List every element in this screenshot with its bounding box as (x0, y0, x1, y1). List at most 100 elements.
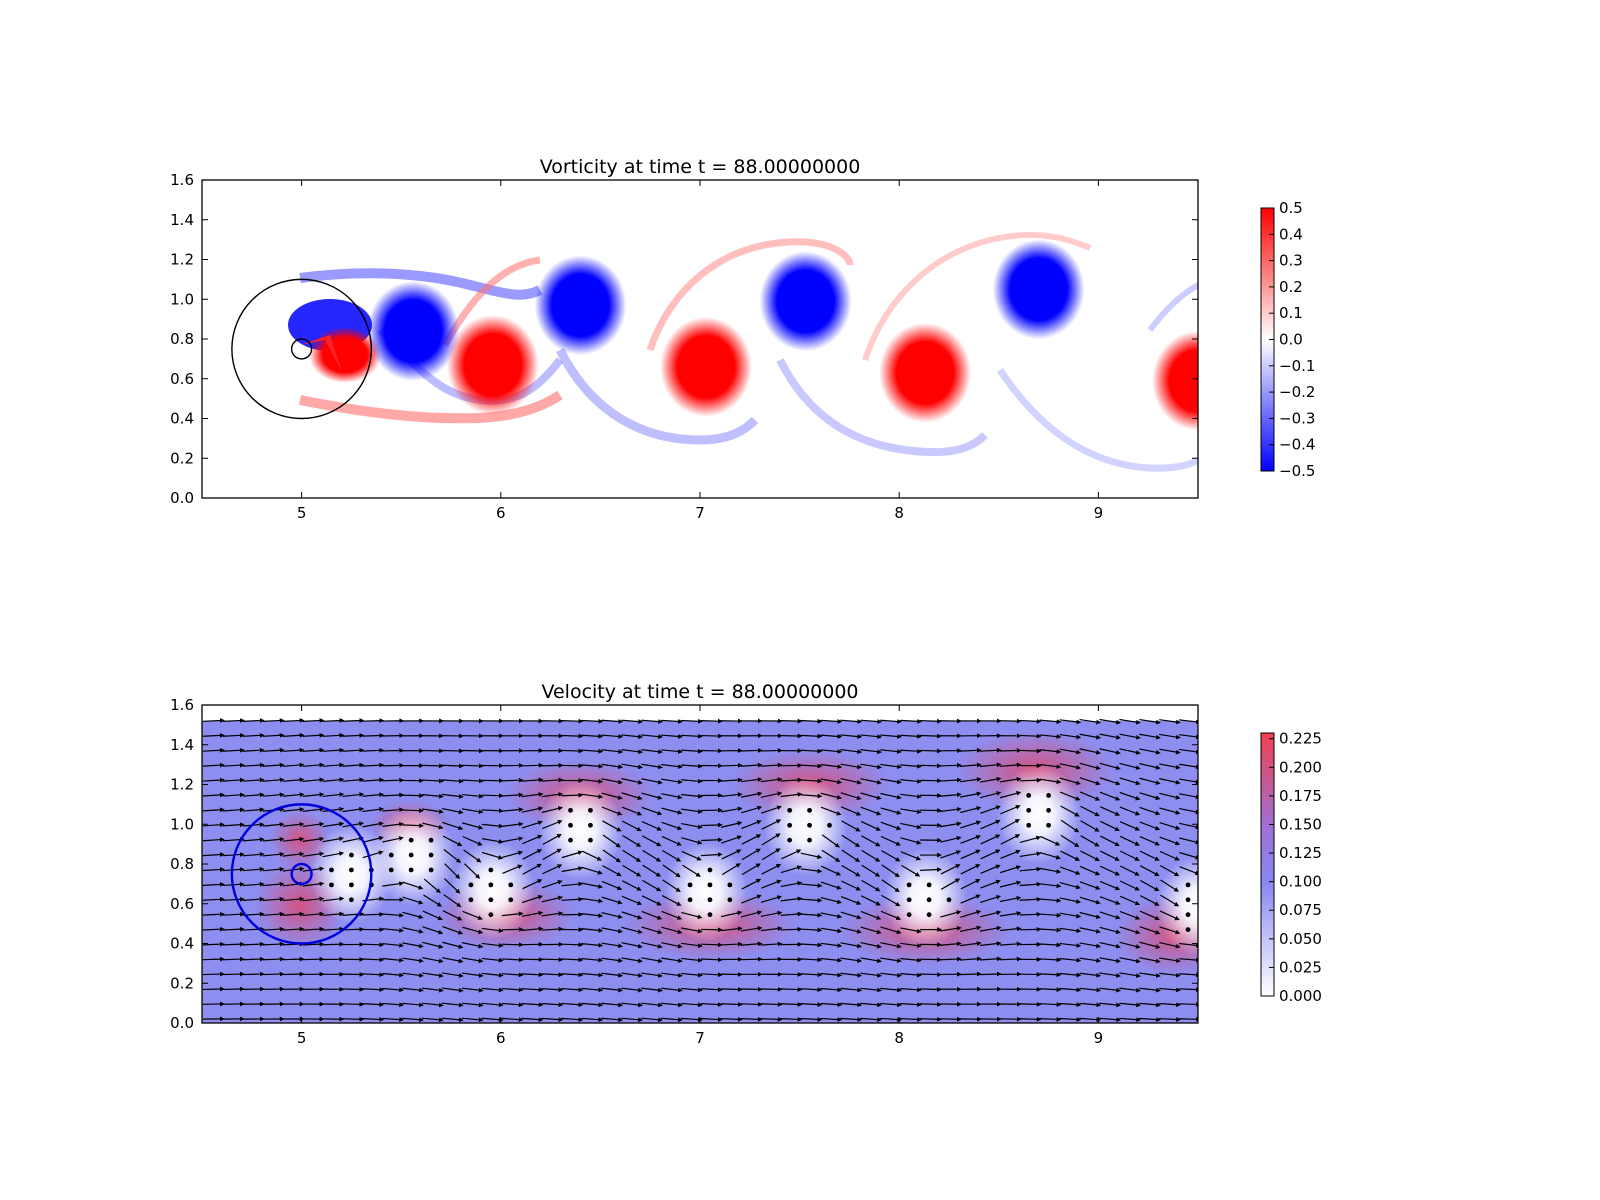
quiver-arrow (362, 1002, 385, 1007)
quiver-arrow (302, 821, 325, 828)
quiver-arrow (840, 1017, 863, 1022)
quiver-arrow (581, 866, 603, 875)
quiver-arrow (282, 777, 305, 783)
quiver-arrow (581, 957, 604, 963)
quiver-arrow (202, 956, 225, 962)
quiver-arrow (939, 806, 962, 813)
quiver-arrow (661, 957, 683, 964)
quiver-arrow (1119, 791, 1141, 801)
quiver-arrow (1179, 778, 1198, 785)
quiver-arrow (1059, 763, 1082, 770)
quiver-arrow (1079, 748, 1102, 755)
y-tick-label: 1.0 (170, 290, 194, 308)
quiver-arrow (462, 822, 484, 830)
quiver-arrow (481, 957, 504, 963)
quiver-dot (807, 837, 812, 843)
quiver-arrow (700, 972, 723, 978)
quiver-arrow (720, 987, 743, 992)
quiver-arrow (402, 927, 424, 934)
quiver-arrow (800, 957, 823, 963)
quiver-arrow (222, 852, 245, 857)
quiver-arrow (720, 806, 743, 813)
quiver-arrow (900, 942, 922, 948)
quiver-arrow (939, 762, 962, 768)
quiver-arrow (1099, 1017, 1122, 1023)
quiver-arrow (1079, 865, 1101, 876)
quiver-arrow (681, 987, 703, 993)
quiver-arrow (800, 778, 823, 784)
quiver-arrow (1079, 718, 1102, 725)
quiver-arrow (441, 778, 464, 784)
quiver-arrow (362, 792, 385, 798)
quiver-arrow (800, 1002, 823, 1007)
quiver-arrow (342, 1001, 365, 1007)
quiver-arrow (1159, 807, 1181, 815)
quiver-arrow (302, 762, 325, 768)
quiver-arrow (1179, 822, 1198, 830)
quiver-arrow (820, 987, 843, 993)
quiver-arrow (1139, 792, 1161, 801)
quiver-arrow (541, 880, 563, 889)
quiver-arrow (720, 821, 743, 828)
quiver-arrow (820, 792, 842, 800)
quiver-arrow (840, 749, 863, 755)
quiver-arrow (780, 987, 803, 992)
quiver-arrow (382, 762, 405, 768)
quiver-arrow (262, 896, 285, 902)
quiver-arrow (1119, 987, 1142, 993)
quiver-arrow (282, 792, 305, 798)
quiver-arrow (681, 1017, 703, 1023)
quiver-arrow (681, 957, 703, 963)
quiver-arrow (642, 879, 662, 892)
quiver-arrow (820, 1002, 843, 1008)
quiver-arrow (1139, 865, 1160, 877)
quiver-arrow (1139, 1017, 1162, 1022)
quiver-arrow (641, 719, 664, 724)
quiver-arrow (1059, 719, 1082, 725)
quiver-arrow (481, 987, 504, 993)
quiver-arrow (342, 762, 365, 768)
colorbar-tick-label: 0.025 (1279, 958, 1322, 976)
quiver-arrow (202, 807, 225, 813)
colorbar-tick-label: 0.3 (1279, 252, 1303, 270)
quiver-arrow (601, 942, 624, 949)
quiver-arrow (222, 837, 245, 842)
quiver-arrow (1119, 941, 1141, 949)
quiver-arrow (800, 972, 823, 978)
quiver-arrow (1080, 820, 1100, 832)
vorticity-x-ticks: 5 6 7 8 9 (297, 180, 1103, 522)
quiver-arrow (621, 1002, 644, 1008)
quiver-arrow (880, 734, 903, 739)
quiver-arrow (561, 972, 584, 978)
quiver-arrow (262, 718, 285, 723)
quiver-arrow (402, 896, 424, 905)
quiver-dot (1026, 822, 1032, 828)
quiver-arrow (382, 972, 405, 978)
quiver-arrow (322, 836, 345, 843)
colorbar-tick-label: 0.225 (1279, 730, 1322, 748)
quiver-arrow (362, 821, 384, 828)
quiver-arrow (322, 851, 345, 858)
quiver-arrow (1080, 805, 1100, 817)
quiver-arrow (700, 957, 723, 963)
quiver-arrow (242, 866, 265, 872)
quiver-arrow (880, 910, 902, 920)
quiver-arrow (840, 957, 863, 963)
quiver-arrow (541, 777, 564, 783)
quiver-arrow (700, 733, 723, 739)
quiver-arrow (561, 792, 584, 798)
outer-circle (230, 803, 373, 945)
quiver-arrow (661, 895, 682, 906)
quiver-dot (568, 822, 573, 828)
quiver-arrow (1119, 957, 1141, 964)
quiver-arrow (322, 762, 345, 768)
quiver-arrow (1079, 881, 1101, 890)
quiver-arrow (621, 911, 643, 920)
quiver-arrow (999, 880, 1022, 888)
quiver-arrow (880, 1017, 903, 1022)
quiver-arrow (800, 852, 823, 860)
quiver-arrow (322, 911, 345, 917)
quiver-arrow (760, 910, 783, 917)
